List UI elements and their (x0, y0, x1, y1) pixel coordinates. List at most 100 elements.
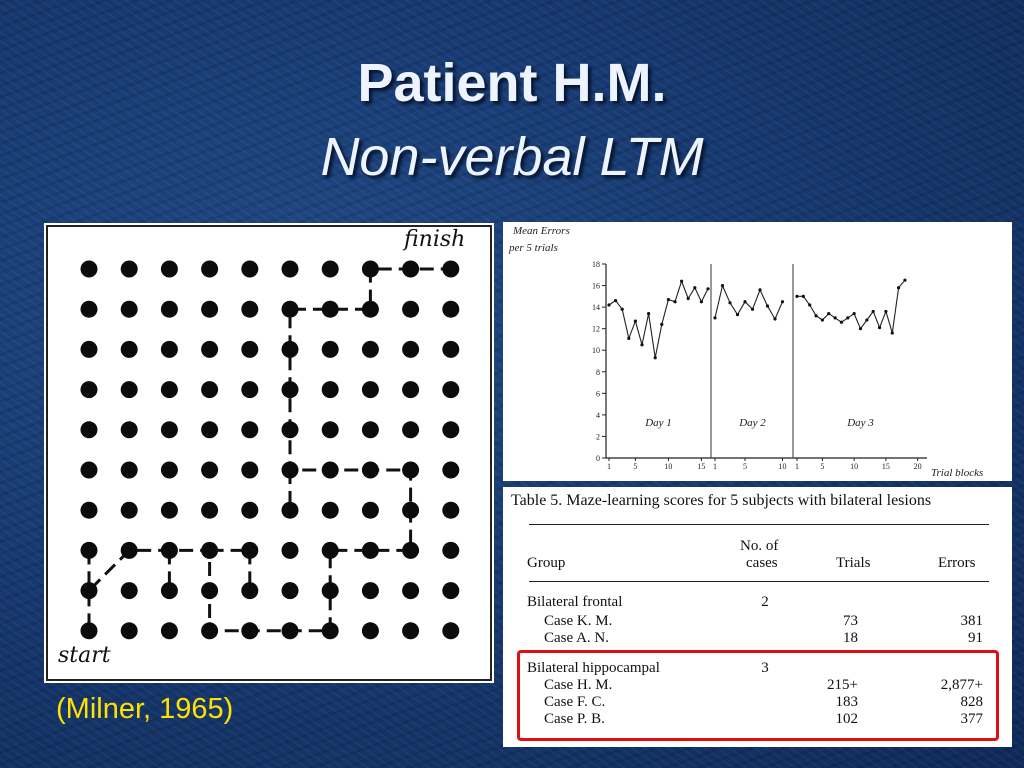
maze-dot (201, 622, 219, 640)
data-point (673, 300, 677, 304)
y-tick-label: 2 (596, 432, 600, 441)
y-tick-label: 16 (592, 282, 600, 291)
data-point (780, 300, 785, 304)
maze-dot (120, 260, 138, 278)
x-tick-label: 15 (882, 462, 890, 471)
maze-dot (160, 501, 178, 519)
data-point (666, 297, 670, 302)
maze-dot (321, 300, 339, 318)
maze-dot (120, 300, 138, 318)
maze-dot (241, 300, 259, 318)
maze-dot (80, 340, 98, 358)
cell-group: Case P. B. (544, 711, 605, 727)
maze-dot (402, 340, 420, 358)
maze-dot (281, 381, 299, 399)
data-point (680, 279, 684, 283)
y-tick-label: 4 (596, 411, 600, 420)
maze-dot (241, 582, 259, 600)
cell-group: Bilateral frontal (527, 594, 623, 610)
series-line-day-1 (608, 279, 709, 358)
maze-dot (442, 260, 460, 278)
maze-dot (80, 300, 98, 318)
maze-dot (160, 622, 178, 640)
data-point (765, 304, 770, 308)
data-point (773, 317, 777, 321)
series-line-day-2 (714, 283, 784, 321)
data-point (871, 309, 875, 314)
maze-dot (241, 260, 259, 278)
data-point (890, 331, 894, 335)
maze-dot (442, 622, 460, 640)
maze-dot (80, 501, 98, 519)
maze-dot (201, 501, 219, 519)
maze-dot (361, 421, 379, 439)
data-point (858, 327, 863, 331)
day-label: Day 2 (738, 417, 766, 429)
maze-dot (402, 461, 420, 479)
maze-dot (361, 260, 379, 278)
maze-dot (321, 381, 339, 399)
data-point (820, 318, 824, 322)
maze-dot (402, 260, 420, 278)
maze-dot (442, 501, 460, 519)
maze-dot (321, 461, 339, 479)
maze-dot (402, 300, 420, 318)
maze-dot (281, 340, 299, 358)
x-tick-label: 20 (914, 462, 922, 471)
cell-cases: 2 (761, 594, 769, 610)
data-point (620, 307, 624, 311)
maze-table: Table 5. Maze-learning scores for 5 subj… (503, 487, 1012, 747)
x-tick-label: 10 (850, 462, 858, 471)
maze-dot (120, 622, 138, 640)
maze-dot (80, 622, 98, 640)
maze-dot (201, 421, 219, 439)
maze-dot (160, 381, 178, 399)
maze-dot (80, 260, 98, 278)
y-tick-label: 10 (592, 346, 600, 355)
x-axis-label: Trial blocks (931, 467, 983, 479)
maze-dot (201, 461, 219, 479)
maze-dot (442, 582, 460, 600)
header-group: Group (527, 555, 566, 571)
data-point (884, 309, 888, 314)
maze-dot (402, 421, 420, 439)
day-label: Day 1 (644, 417, 672, 429)
data-point (897, 286, 901, 290)
data-point (713, 316, 717, 320)
cell-group: Bilateral hippocampal (527, 660, 660, 676)
maze-dot (241, 541, 259, 559)
maze-dot (321, 260, 339, 278)
x-tick-label: 15 (697, 462, 705, 471)
maze-dot (402, 501, 420, 519)
maze-dot (120, 381, 138, 399)
data-point (758, 288, 762, 292)
data-point (720, 283, 725, 288)
maze-dot (281, 582, 299, 600)
y-axis-label-line2: per 5 trials (508, 242, 558, 254)
header-errors: Errors (938, 555, 976, 571)
data-point (877, 325, 882, 330)
maze-dot (361, 340, 379, 358)
maze-dot (321, 340, 339, 358)
slide-subtitle: Non-verbal LTM (320, 127, 704, 187)
maze-dot (321, 622, 339, 640)
table-top-rule (529, 524, 989, 525)
maze-dot (442, 421, 460, 439)
maze-dot (442, 461, 460, 479)
maze-dot (442, 381, 460, 399)
maze-dot (160, 582, 178, 600)
maze-dot (281, 501, 299, 519)
table-header-rule (529, 581, 989, 582)
data-point (795, 294, 799, 298)
maze-dot (361, 461, 379, 479)
maze-dot (241, 421, 259, 439)
maze-dot (361, 622, 379, 640)
learning-curve-chart: Mean Errors per 5 trials 0 2 4 6 8 10 12 14 16 18… (508, 225, 983, 479)
data-point (728, 301, 732, 305)
maze-dot (120, 541, 138, 559)
cell-errors: 381 (960, 613, 984, 629)
maze-dot (402, 622, 420, 640)
data-point (903, 278, 907, 282)
data-point (699, 300, 703, 304)
y-tick-label: 0 (596, 454, 600, 463)
